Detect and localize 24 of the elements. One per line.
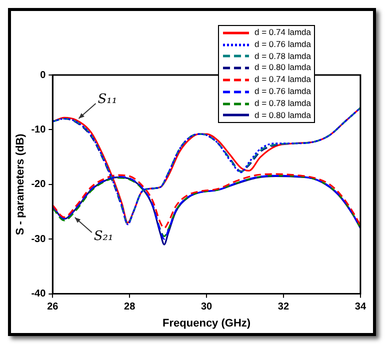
y-tick-label: 0 bbox=[40, 70, 46, 81]
x-tick-label: 26 bbox=[47, 302, 59, 313]
x-tick-label: 30 bbox=[200, 302, 213, 313]
legend-label: d = 0.78 lamda bbox=[254, 98, 311, 110]
x-axis-title: Frequency (GHz) bbox=[162, 317, 251, 330]
legend-label: d = 0.80 lamda bbox=[254, 110, 311, 122]
x-tick-label: 34 bbox=[354, 302, 366, 313]
legend-label: d = 0.74 lamda bbox=[254, 27, 311, 39]
figure-frame: Frequency (GHz) S - parameters (dB) 26 28 30 32 34 0 -10 -20 -30 -40 S₁₁ S₂₁ d = 0.74 lamda d = 0.76 lamda d = 0.78 lamda d = 0.80 lamda d = 0.74 lamda d = 0.76 lamda d = 0.78 lamda d = 0.80 lamda bbox=[8, 8, 376, 336]
line-series bbox=[52, 173, 360, 229]
y-axis-title: S - parameters (dB) bbox=[14, 133, 27, 236]
y-tick-label: -20 bbox=[31, 179, 46, 190]
y-tick-label: -10 bbox=[31, 124, 46, 136]
annotation: S₂₁ bbox=[94, 228, 114, 244]
x-tick-label: 28 bbox=[124, 302, 136, 313]
annotation: S₁₁ bbox=[98, 92, 118, 107]
y-tick-label: -30 bbox=[31, 234, 46, 245]
x-tick-label: 32 bbox=[278, 302, 290, 313]
legend-label: d = 0.76 lamda bbox=[254, 86, 311, 98]
y-tick-label: -40 bbox=[31, 288, 46, 300]
legend-label: d = 0.76 lamda bbox=[254, 38, 311, 51]
legend-label: d = 0.78 lamda bbox=[254, 50, 311, 62]
legend-label: d = 0.74 lamda bbox=[254, 74, 311, 86]
legend-label: d = 0.80 lamda bbox=[254, 62, 311, 74]
